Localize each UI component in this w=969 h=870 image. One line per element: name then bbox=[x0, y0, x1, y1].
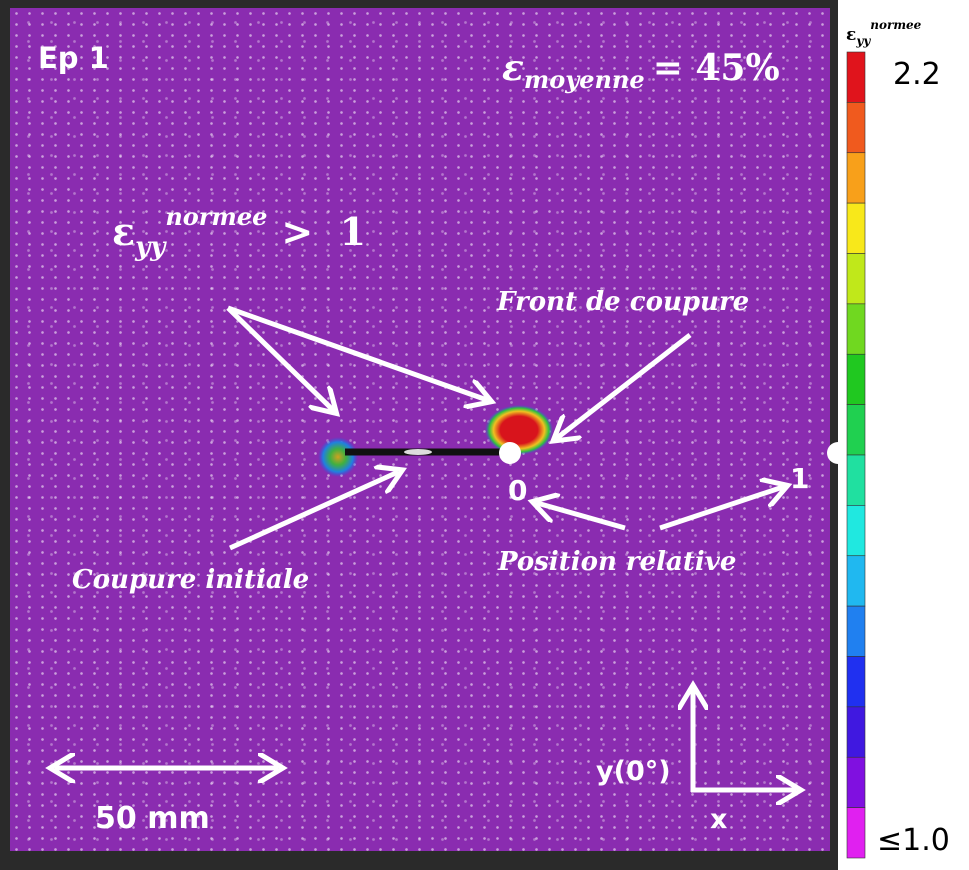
colorbar-title: εyynormee bbox=[846, 18, 922, 48]
position-marker bbox=[827, 442, 849, 464]
arrow bbox=[227, 305, 487, 400]
arrow bbox=[226, 306, 333, 410]
colorbar-max: 2.2 bbox=[893, 57, 941, 92]
colorbar-segment bbox=[846, 605, 866, 657]
y-axis-label: y(0°) bbox=[596, 756, 671, 787]
arrow bbox=[659, 487, 783, 531]
specimen-label: Ep 1 bbox=[38, 41, 109, 75]
strain-hotspot bbox=[318, 437, 358, 477]
mean-strain: εmoyenne = 45% bbox=[502, 47, 780, 94]
colorbar-segment bbox=[846, 152, 866, 204]
position-label: Position relative bbox=[497, 547, 736, 577]
front-label: Front de coupure bbox=[496, 287, 749, 317]
colorbar-segment bbox=[846, 807, 866, 859]
threshold-label: εyynormee > 1 bbox=[112, 202, 366, 262]
colorbar-segment bbox=[846, 404, 866, 456]
position-1: 1 bbox=[790, 462, 809, 495]
colorbar-segment bbox=[846, 756, 866, 808]
x-axis-label: x bbox=[710, 804, 727, 835]
arrows bbox=[55, 305, 796, 792]
scale-label: 50 mm bbox=[95, 801, 210, 836]
colorbar-segment bbox=[846, 656, 866, 708]
position-0: 0 bbox=[508, 474, 527, 507]
colorbar-segment bbox=[846, 51, 866, 103]
arrow bbox=[557, 333, 692, 438]
arrow bbox=[537, 503, 626, 531]
colorbar-segment bbox=[846, 706, 866, 758]
strain-hotspot bbox=[485, 405, 553, 455]
colorbar-segment bbox=[846, 102, 866, 154]
colorbar-segment bbox=[846, 303, 866, 355]
colorbar-segment bbox=[846, 202, 866, 254]
colorbar-min: ≤1.0 bbox=[877, 823, 950, 858]
position-marker bbox=[499, 442, 521, 464]
cut-reflection bbox=[404, 449, 432, 455]
specimen-photo bbox=[0, 0, 838, 870]
colorbar-segment bbox=[846, 353, 866, 405]
initial-cut-label: Coupure initiale bbox=[72, 565, 309, 595]
colorbar-segment bbox=[846, 555, 866, 607]
colorbar bbox=[846, 51, 866, 859]
arrow bbox=[228, 472, 398, 551]
colorbar-segment bbox=[846, 253, 866, 305]
colorbar-segment bbox=[846, 454, 866, 506]
colorbar-segment bbox=[846, 505, 866, 557]
